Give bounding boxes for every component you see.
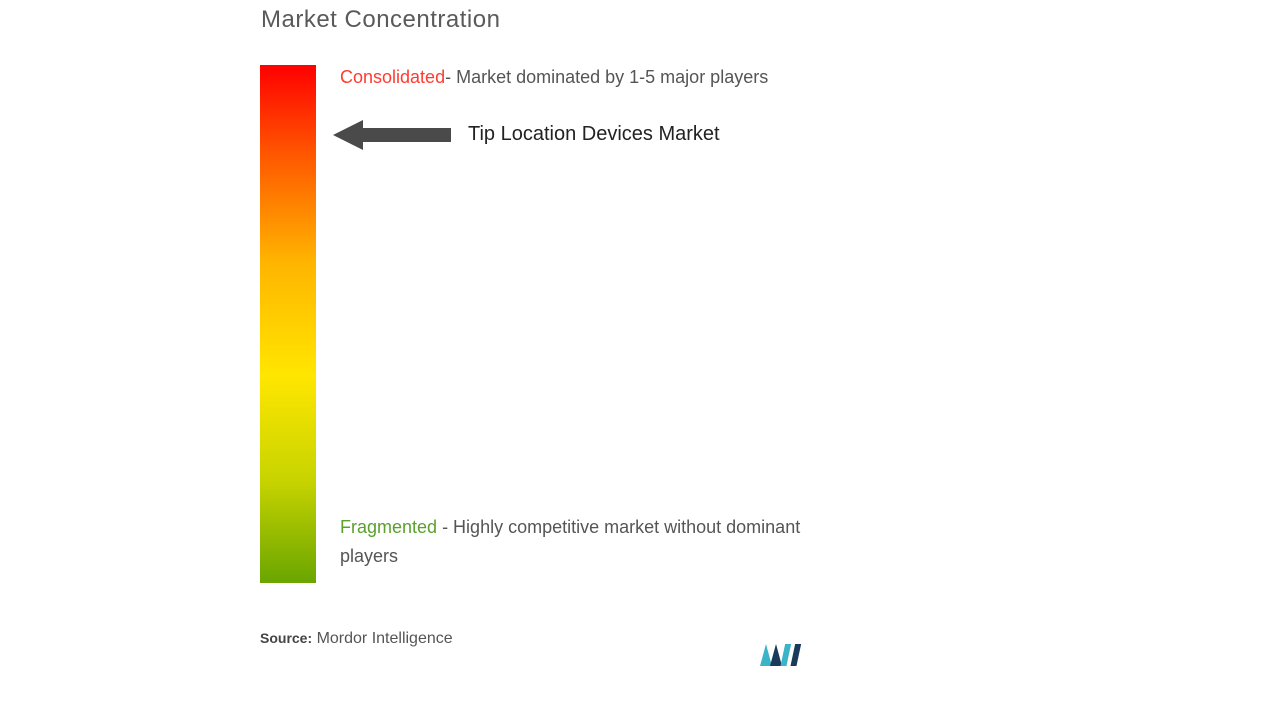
gradient-svg [260,65,316,583]
brand-logo [760,640,808,673]
logo-icon [760,640,808,668]
consolidated-tag: Consolidated [340,67,445,87]
concentration-gradient-bar [260,65,316,583]
source-label: Source: [260,630,312,646]
market-name-label: Tip Location Devices Market [468,123,720,146]
fragmented-label: Fragmented - Highly competitive market w… [340,513,840,571]
source-value: Mordor Intelligence [317,630,453,647]
arrow-icon [333,118,451,152]
consolidated-desc: - Market dominated by 1-5 major players [445,67,768,87]
fragmented-tag: Fragmented [340,517,437,537]
market-position-arrow [333,118,451,157]
source-line: Source: Mordor Intelligence [260,630,453,648]
consolidated-label: Consolidated- Market dominated by 1-5 ma… [340,63,768,92]
chart-title: Market Concentration [261,6,500,34]
